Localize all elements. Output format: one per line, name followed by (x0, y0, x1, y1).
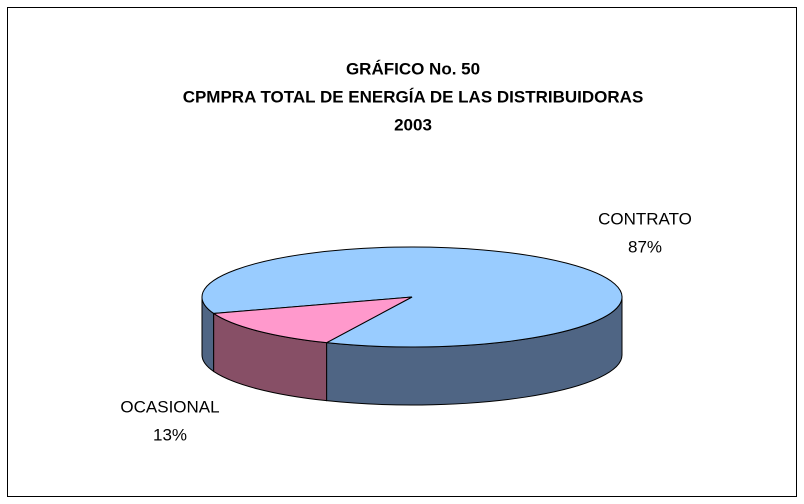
slice-label: CONTRATO (598, 209, 692, 228)
chart-title: 2003 (394, 115, 432, 134)
slice-value-label: 13% (153, 425, 187, 444)
pie-slice (212, 296, 413, 344)
slice-value-label: 87% (628, 237, 662, 256)
chart-title: GRÁFICO No. 50 (346, 59, 480, 78)
chart-title: CPMPRA TOTAL DE ENERGÍA DE LAS DISTRIBUI… (183, 87, 644, 106)
slice-label: OCASIONAL (120, 397, 219, 416)
